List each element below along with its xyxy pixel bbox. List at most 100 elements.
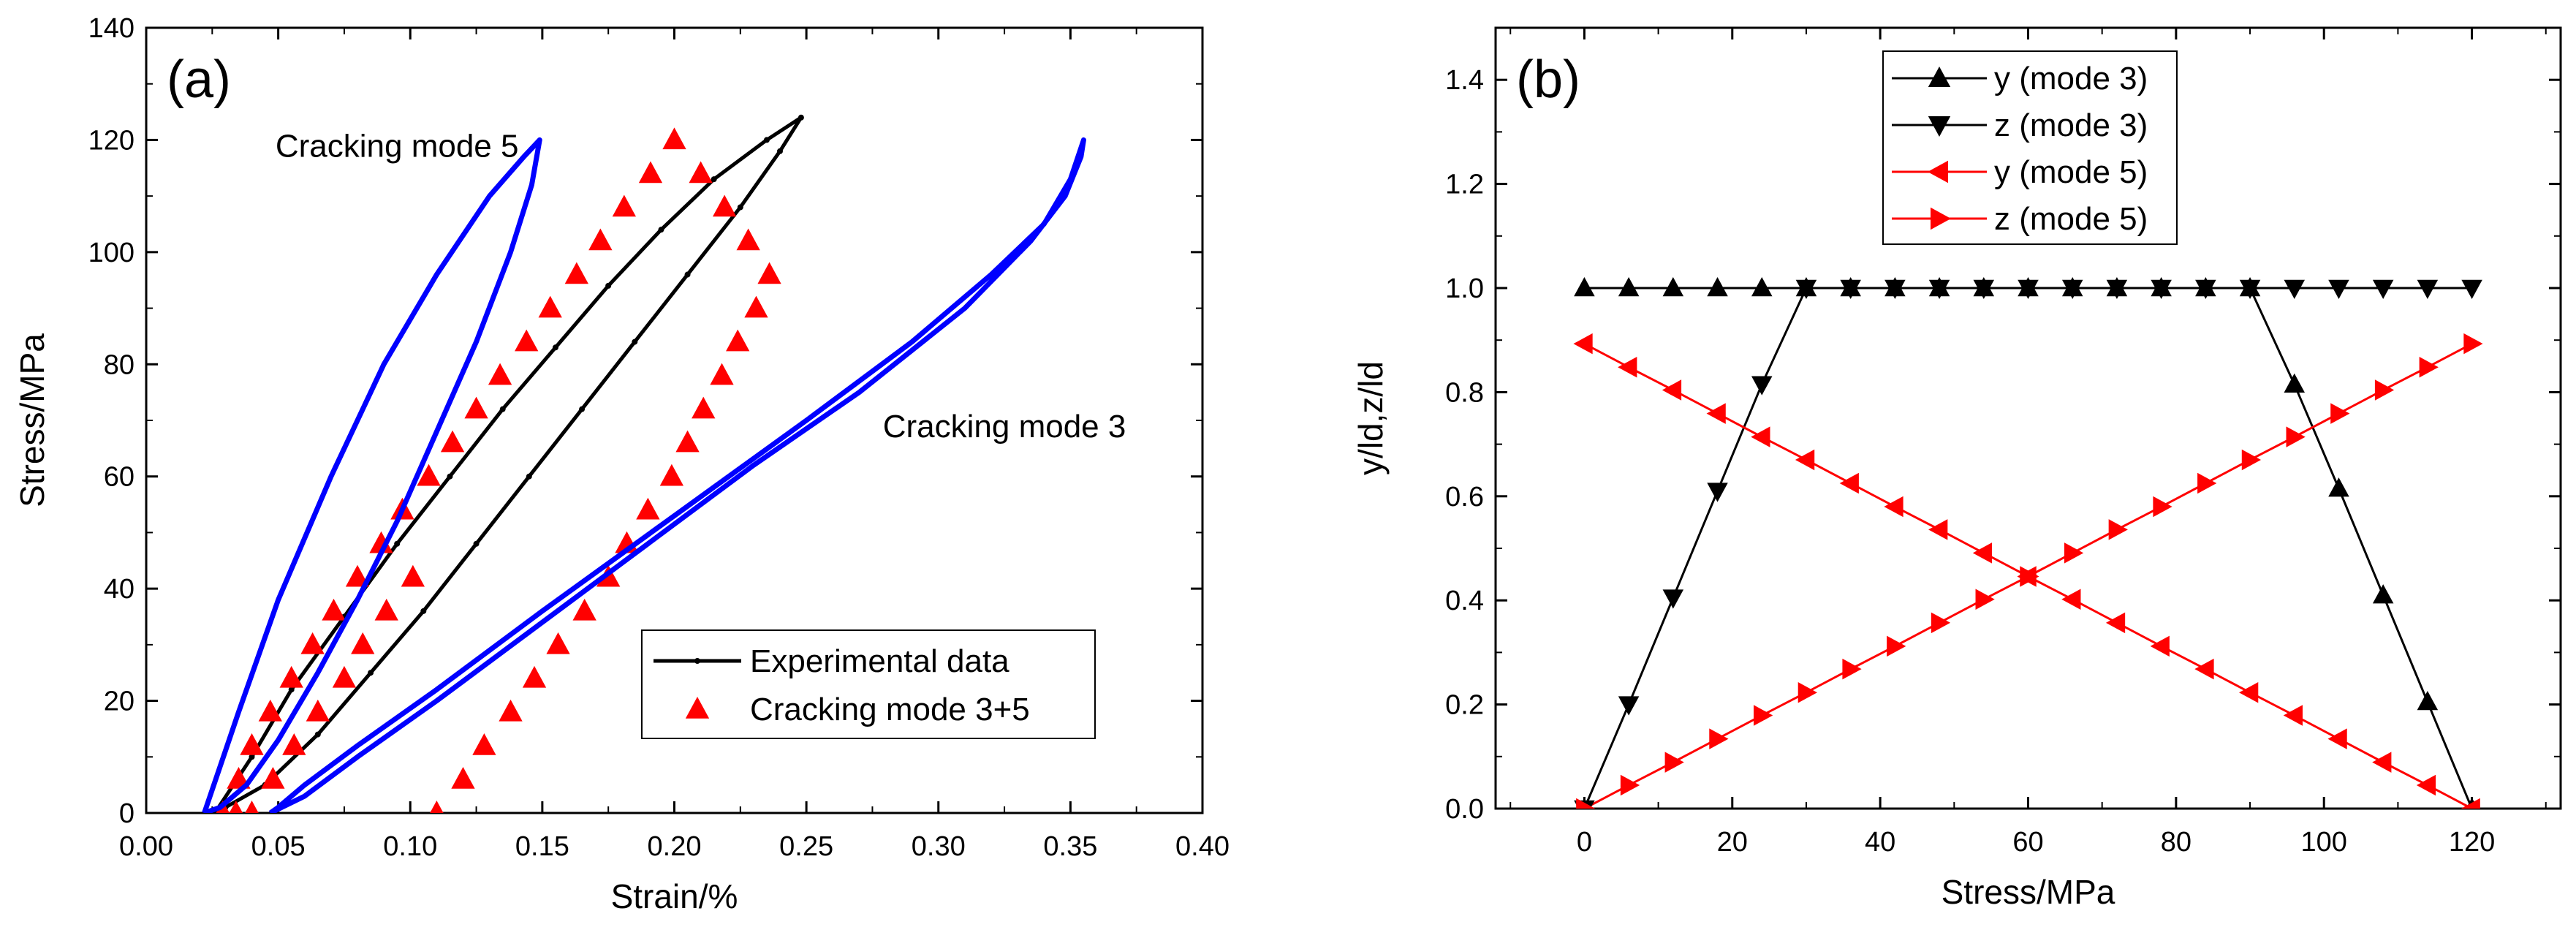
x-tick-label: 80 <box>2161 827 2192 858</box>
data-point-y-mode-3- <box>1707 277 1728 297</box>
data-point-z-mode-5- <box>1620 774 1640 796</box>
data-point-y-mode-5- <box>1839 472 1859 494</box>
data-point-z-mode-5- <box>1664 752 1684 773</box>
data-point-z-mode-3- <box>2284 279 2305 299</box>
data-point-y-mode-5- <box>1972 542 1993 564</box>
legend-label: y (mode 5) <box>1994 154 2148 190</box>
data-point-z-mode-3- <box>2328 279 2349 299</box>
x-tick-label: 0.20 <box>648 831 702 862</box>
data-point-z-mode-5- <box>1754 705 1773 726</box>
data-point-z-mode-5- <box>1576 798 1596 809</box>
data-point-experimental <box>798 114 804 121</box>
y-tick-label: 0.4 <box>1445 586 1484 616</box>
data-point-y-mode-5- <box>1706 403 1726 424</box>
data-point-experimental <box>447 473 453 480</box>
data-point-cracking-mode-3-5 <box>351 632 375 654</box>
data-point-y-mode-3- <box>2328 477 2349 497</box>
data-point-z-mode-3- <box>1973 279 1995 299</box>
data-point-cracking-mode-3-5 <box>572 598 596 621</box>
data-point-y-mode-5- <box>2327 728 2347 749</box>
data-point-y-mode-3- <box>2284 373 2305 393</box>
data-point-experimental <box>684 271 691 278</box>
legend-swatch-triangle <box>685 697 710 719</box>
data-point-cracking-mode-3-5 <box>258 699 282 722</box>
x-tick-label: 0.05 <box>251 831 306 862</box>
data-point-y-mode-5- <box>1662 379 1682 401</box>
data-point-cracking-mode-3-5 <box>499 699 523 722</box>
data-point-cracking-mode-3-5 <box>279 665 303 688</box>
x-axis-title: Stress/MPa <box>1942 873 2115 911</box>
x-tick-label: 0.15 <box>515 831 569 862</box>
data-point-y-mode-5- <box>2461 798 2480 809</box>
data-point-experimental <box>473 540 480 547</box>
data-point-z-mode-3- <box>2106 279 2128 299</box>
data-point-cracking-mode-3-5 <box>322 598 346 621</box>
data-point-experimental <box>763 137 770 143</box>
data-point-cracking-mode-3-5 <box>692 396 716 419</box>
plot-area-2 <box>1573 277 2483 809</box>
legend-swatch-dot <box>694 658 700 664</box>
legend-box <box>641 629 1096 739</box>
data-point-y-mode-5- <box>1795 449 1815 471</box>
data-point-z-mode-3- <box>2195 279 2216 299</box>
data-point-cracking-mode-3-5 <box>345 564 370 587</box>
data-point-cracking-mode-3-5 <box>612 194 637 217</box>
data-point-cracking-mode-3-5 <box>538 295 562 318</box>
data-point-y-mode-5- <box>2283 705 2303 726</box>
data-point-z-mode-3- <box>2372 279 2394 299</box>
legend-label: z (mode 3) <box>1994 107 2148 143</box>
series-line-cracking-mode-3 <box>268 137 1086 813</box>
data-point-z-mode-3- <box>2461 279 2482 299</box>
data-point-cracking-mode-3-5 <box>306 699 330 722</box>
data-point-y-mode-3- <box>1662 277 1684 297</box>
data-point-y-mode-5- <box>2239 681 2259 703</box>
data-point-cracking-mode-3-5 <box>659 464 684 486</box>
series-line-cracking-mode-5 <box>202 137 542 813</box>
x-tick-label: 0.00 <box>119 831 173 862</box>
data-point-z-mode-3- <box>1928 279 1950 299</box>
y-tick-label: 0.6 <box>1445 482 1484 513</box>
data-point-cracking-mode-3-5 <box>401 564 425 587</box>
data-point-y-mode-3- <box>1574 277 1595 297</box>
data-point-z-mode-5- <box>2241 449 2262 471</box>
data-point-cracking-mode-3-5 <box>522 665 547 688</box>
data-point-z-mode-3- <box>2018 279 2039 299</box>
data-point-cracking-mode-3-5 <box>662 127 686 150</box>
x-tick-label: 0.25 <box>779 831 833 862</box>
data-point-cracking-mode-3-5 <box>744 295 768 318</box>
x-tick-label: 0.10 <box>383 831 437 862</box>
data-point-cracking-mode-3-5 <box>636 497 660 520</box>
data-point-y-mode-5- <box>2150 635 2170 657</box>
series-line-y-mode-3- <box>1584 287 2473 809</box>
data-point-z-mode-5- <box>1797 681 1817 703</box>
data-point-y-mode-3- <box>1618 277 1640 297</box>
data-point-experimental <box>632 338 638 345</box>
y-tick-label: 1.4 <box>1445 65 1484 96</box>
data-point-cracking-mode-3-5 <box>736 228 760 251</box>
data-point-cracking-mode-3-5 <box>227 766 251 789</box>
data-point-z-mode-5- <box>2419 356 2439 378</box>
data-point-cracking-mode-3-5 <box>417 464 441 486</box>
data-point-cracking-mode-3-5 <box>726 329 750 352</box>
data-point-cracking-mode-3-5 <box>240 733 264 755</box>
data-point-cracking-mode-3-5 <box>282 733 306 755</box>
series-line-z-mode-3- <box>1583 287 2472 809</box>
data-point-cracking-mode-3-5 <box>245 801 259 813</box>
y-tick-label: 0.0 <box>1445 794 1484 825</box>
data-point-z-mode-3- <box>1840 279 1861 299</box>
data-point-y-mode-5- <box>1884 496 1903 518</box>
data-point-cracking-mode-3-5 <box>464 396 488 419</box>
data-point-experimental <box>420 608 427 614</box>
y-tick-label: 100 <box>88 238 135 268</box>
data-point-y-mode-3- <box>2372 584 2394 604</box>
data-point-y-mode-5- <box>1928 519 1948 540</box>
data-point-experimental <box>394 540 401 547</box>
panel-label: (b) <box>1516 50 1580 109</box>
data-point-z-mode-3- <box>1707 483 1728 502</box>
data-point-y-mode-5- <box>1573 333 1593 355</box>
data-point-cracking-mode-3-5 <box>689 161 713 184</box>
data-point-z-mode-5- <box>2108 519 2128 540</box>
panel-label: (a) <box>167 50 231 109</box>
data-point-experimental <box>499 406 506 412</box>
data-point-cracking-mode-3-5 <box>515 329 539 352</box>
